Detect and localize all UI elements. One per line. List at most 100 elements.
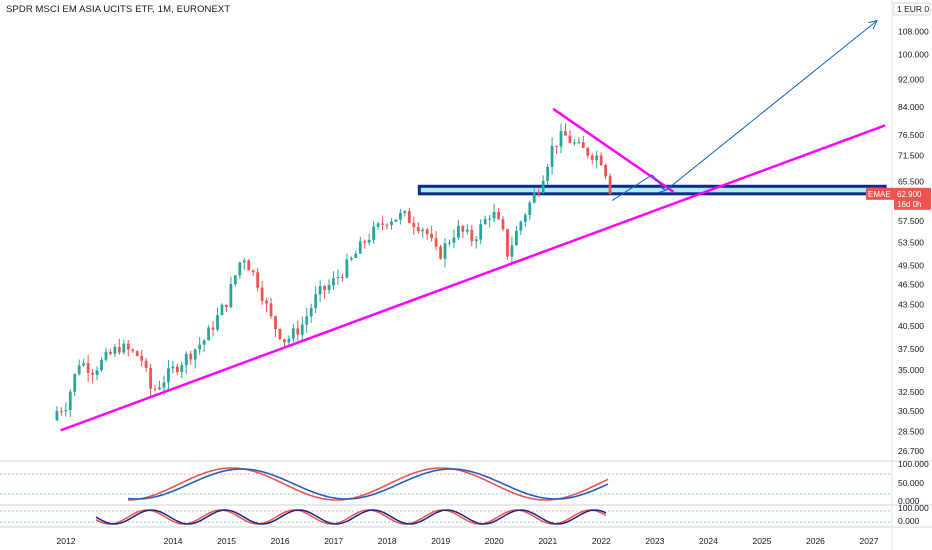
candle-body	[608, 176, 612, 194]
candle-body	[283, 339, 286, 343]
x-tick-label: 2016	[271, 536, 290, 546]
y-tick-label: 30.500	[898, 406, 924, 416]
candle-body	[300, 324, 304, 335]
candle-body	[483, 218, 487, 225]
candle-body	[77, 365, 81, 375]
candle-body	[309, 308, 313, 317]
candle-body	[233, 275, 237, 285]
support-trendline	[60, 124, 886, 432]
candle-body	[439, 246, 442, 259]
y-tick-label: 76.500	[898, 130, 924, 140]
candle-body	[193, 349, 197, 360]
candle-body	[577, 142, 581, 144]
x-tick-label: 2015	[217, 536, 236, 546]
candle-body	[291, 328, 295, 339]
candle-body	[465, 229, 469, 232]
candle-body	[506, 229, 509, 257]
candle-body	[305, 316, 309, 325]
candle-body	[149, 367, 152, 389]
candle-body	[550, 145, 554, 167]
candle-body	[82, 363, 86, 366]
candle-body	[492, 211, 496, 219]
y-tick-label: 46.500	[898, 279, 924, 289]
candle-body	[586, 147, 590, 156]
y-tick-label: 57.500	[898, 216, 924, 226]
y-tick-label: 108.000	[898, 27, 929, 37]
x-tick-label: 2012	[57, 536, 76, 546]
candle-body	[55, 411, 59, 421]
candle-body	[91, 372, 94, 375]
candle-body	[256, 272, 260, 288]
candle-body	[327, 285, 331, 291]
candle-body	[412, 223, 416, 228]
candle-body	[109, 351, 112, 354]
candle-body	[211, 327, 215, 330]
candle-body	[135, 351, 139, 356]
candle-body	[86, 363, 90, 373]
candle-body	[269, 303, 273, 317]
y-tick-label: 43.500	[898, 300, 924, 310]
x-tick-label: 2020	[485, 536, 504, 546]
candle-body	[171, 366, 175, 369]
candle-body	[604, 165, 607, 177]
candle-body	[532, 192, 536, 203]
candle-body	[403, 211, 407, 213]
candle-body	[184, 353, 188, 366]
candle-body	[158, 387, 161, 390]
candle-body	[497, 211, 500, 220]
candle-body	[274, 316, 277, 329]
ticker-label: EMAE	[868, 190, 891, 199]
x-tick-label: 2017	[324, 536, 343, 546]
x-tick-label: 2024	[699, 536, 718, 546]
candle-body	[363, 241, 367, 243]
candle-body	[381, 223, 384, 225]
y-tick-label: 35.000	[898, 365, 924, 375]
candle-body	[528, 202, 532, 215]
support-zone	[417, 184, 887, 196]
y-tick-label: 71.500	[898, 150, 924, 160]
candle-body	[372, 226, 376, 241]
candle-body	[126, 343, 130, 350]
candle-body	[122, 343, 126, 353]
candle-body	[559, 131, 563, 147]
candle-body	[421, 229, 425, 232]
candle-body	[452, 237, 456, 243]
candle-body	[590, 155, 594, 160]
candle-body	[501, 219, 505, 230]
candle-body	[461, 225, 465, 232]
last-price-label: 62.900	[897, 190, 922, 199]
candle-body	[198, 344, 202, 350]
candle-body	[555, 145, 558, 147]
x-tick-label: 2018	[378, 536, 397, 546]
candle-body	[251, 270, 255, 273]
candle-body	[202, 340, 206, 345]
candle-body	[376, 223, 380, 227]
candle-body	[323, 285, 326, 291]
arrow-head-small	[658, 186, 667, 193]
candle-body	[537, 192, 541, 194]
countdown-label: 16d 0h	[897, 200, 921, 209]
candle-body	[180, 365, 184, 373]
candle-body	[207, 327, 210, 341]
candle-body	[278, 328, 282, 340]
stoch-d-line	[127, 467, 609, 501]
y-tick-label: 84.000	[898, 102, 924, 112]
x-tick-label: 2026	[806, 536, 825, 546]
candle-body	[216, 314, 219, 330]
candle-body	[117, 347, 121, 353]
y-tick-label: 65.500	[898, 177, 924, 187]
x-tick-label: 2019	[431, 536, 450, 546]
candle-body	[287, 338, 291, 343]
stoch2-tick-label: 100.000	[898, 503, 929, 513]
y-tick-label: 28.500	[898, 426, 924, 436]
candle-body	[162, 382, 166, 388]
candle-body	[416, 227, 420, 232]
candle-body	[430, 234, 434, 239]
stoch2-k-line	[95, 509, 607, 525]
candle-body	[443, 243, 447, 259]
resistance-trendline	[552, 107, 675, 193]
x-tick-label: 2027	[860, 536, 879, 546]
candle-body	[341, 277, 344, 279]
candle-body	[515, 230, 518, 246]
